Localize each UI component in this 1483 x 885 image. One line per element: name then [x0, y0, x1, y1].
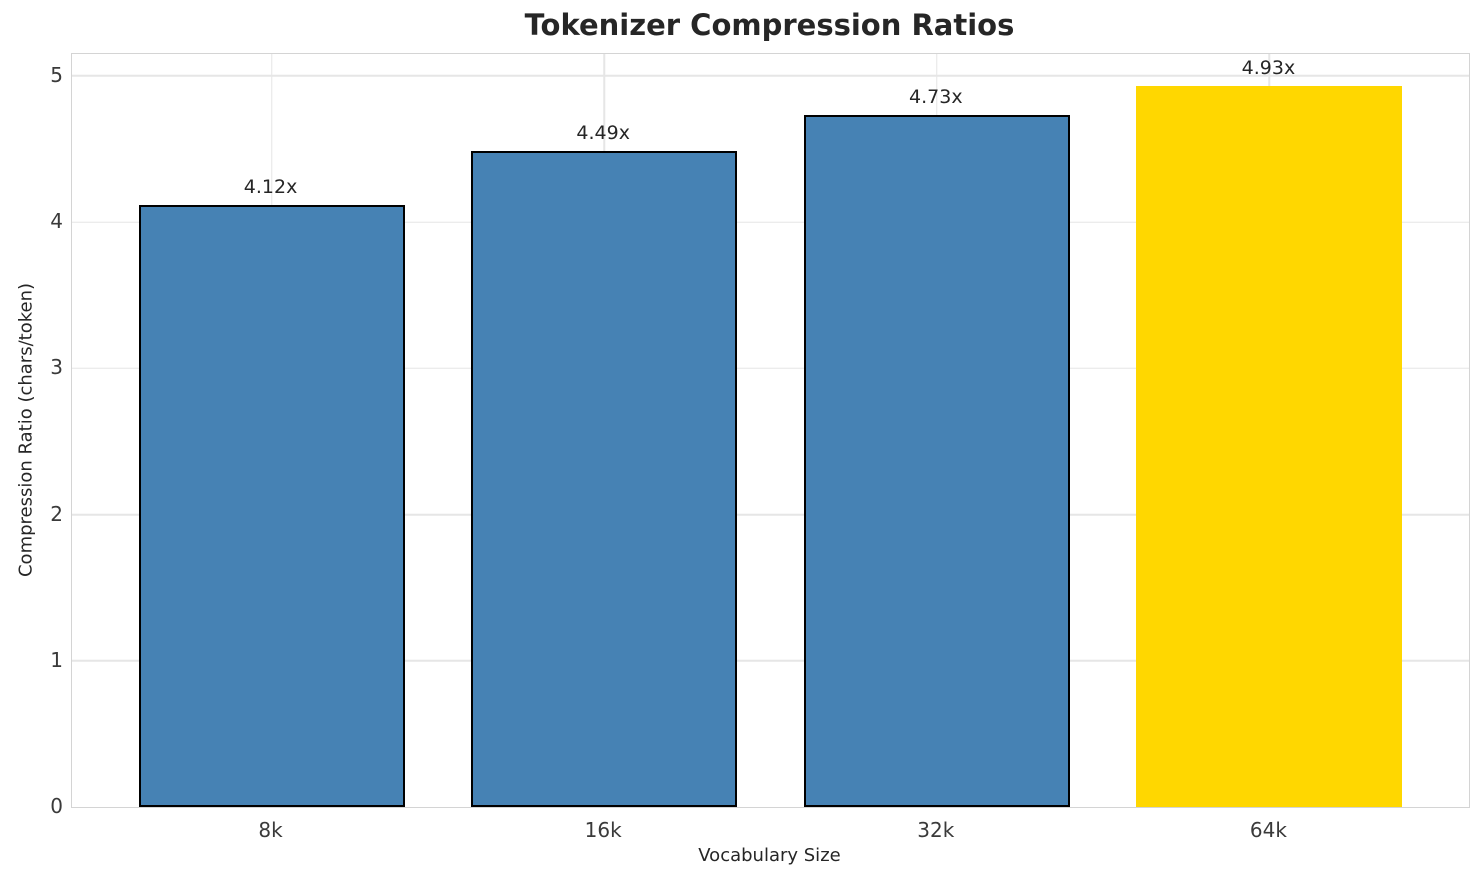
- bar-value-label: 4.12x: [243, 175, 298, 198]
- x-tick-label: 8k: [258, 818, 283, 842]
- y-tick-label: 2: [50, 501, 63, 526]
- gridline-h: [72, 513, 1469, 516]
- bar-value-label: 4.73x: [909, 86, 963, 109]
- y-axis-label: Compression Ratio (chars/token): [15, 282, 37, 578]
- bar-8k: [138, 204, 405, 807]
- chart-title: Tokenizer Compression Ratios: [524, 8, 1015, 42]
- y-tick-label: 4: [50, 209, 63, 234]
- gridline-h: [72, 660, 1469, 662]
- x-tick-label: 64k: [1249, 818, 1287, 842]
- bar-64k: [1136, 86, 1403, 807]
- y-tick-label: 3: [50, 355, 63, 380]
- bar-value-label: 4.49x: [576, 121, 630, 144]
- x-tick-label: 32k: [917, 818, 955, 842]
- bar-32k: [803, 115, 1070, 807]
- plot-area: [71, 53, 1470, 808]
- gridline-h: [72, 75, 1469, 77]
- bar-16k: [471, 150, 738, 807]
- gridline-h: [72, 367, 1469, 370]
- gridline-h: [72, 221, 1469, 223]
- y-tick-label: 5: [50, 62, 63, 87]
- bar-value-label: 4.93x: [1241, 57, 1296, 80]
- y-tick-label: 1: [50, 647, 63, 672]
- x-tick-label: 16k: [584, 818, 622, 842]
- y-tick-label: 0: [50, 794, 63, 818]
- x-axis-label: Vocabulary Size: [698, 845, 841, 866]
